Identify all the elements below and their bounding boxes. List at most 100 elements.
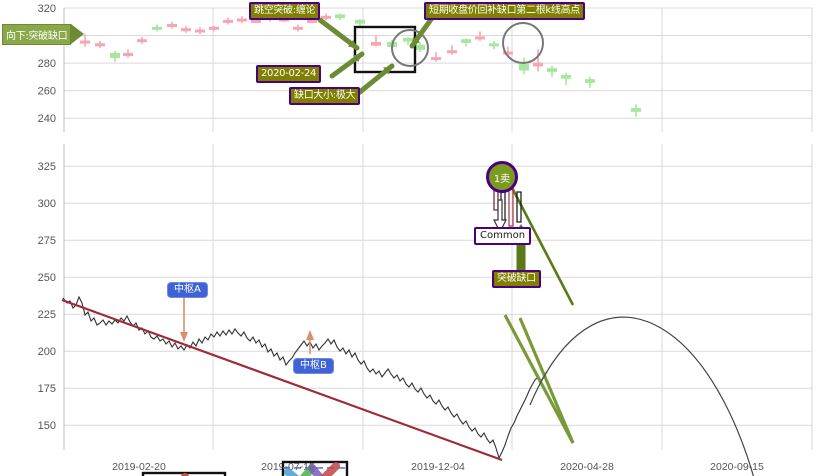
y-tick-label: 280 [38, 58, 56, 70]
y-tick-label: 320 [38, 3, 56, 15]
candle-body [293, 26, 303, 30]
candle [209, 25, 219, 32]
arrow-head-icon [71, 24, 85, 44]
down-breakout-gap-tag: 向下:突破缺口 [2, 23, 85, 45]
candle-body [223, 19, 233, 23]
mini-candle [508, 187, 514, 227]
candle [461, 38, 471, 47]
down-breakout-gap-text: 向下:突破缺口 [2, 23, 72, 45]
arrow-head-icon [348, 39, 357, 48]
arrow-head-icon [383, 66, 392, 75]
candle-body [415, 44, 425, 50]
down-channel-line [518, 317, 575, 444]
candle-body [489, 43, 499, 47]
price-chart-svg: 150 175 200 225 250 275 300 325 2019-02-20 2019-0… [38, 144, 813, 476]
chan-segment [308, 464, 324, 476]
candle [371, 35, 381, 47]
x-tick-label: 2019-07-15 [261, 461, 315, 473]
candle-body [137, 39, 147, 43]
price-line-panel: 150 175 200 225 250 275 300 325 2019-02-20 2019-0… [0, 140, 819, 476]
candle-body [475, 36, 485, 40]
candle [195, 27, 205, 35]
y-tick-label: 175 [38, 383, 56, 395]
candle [293, 24, 303, 32]
candle-body [209, 26, 219, 30]
candle [533, 49, 543, 72]
candle-body [431, 57, 441, 61]
chan-segment [284, 468, 300, 476]
down-channel-line [503, 314, 575, 444]
chan-segment [320, 462, 340, 476]
center-label-arrow-icon [306, 330, 314, 340]
arrow-head-icon [412, 37, 421, 46]
candle [585, 76, 595, 88]
candle [355, 19, 365, 26]
candle [335, 13, 345, 21]
candle [561, 72, 571, 86]
candle [321, 13, 331, 21]
candle-body [461, 39, 471, 43]
candle [403, 36, 413, 46]
candle [519, 57, 529, 75]
candle [631, 104, 641, 117]
candle-body [403, 37, 413, 42]
y-tick-label: 150 [38, 420, 56, 432]
arrow-head-icon [353, 54, 362, 63]
y-tick-label: 200 [38, 346, 56, 358]
candle-body [195, 29, 205, 33]
candle [431, 52, 441, 62]
gap-candlestick-panel: 240260280300320 向下:突破缺口 跳空突破:缠论 2020-02-… [0, 0, 819, 140]
candle-body [533, 62, 543, 67]
candle [503, 46, 513, 57]
common-label: Common [474, 227, 532, 245]
x-tick-label: 2019-12-04 [411, 461, 465, 473]
candle [167, 21, 177, 29]
candle [95, 41, 105, 48]
price-line [62, 295, 548, 460]
candle-body [307, 19, 317, 23]
candle [547, 65, 557, 77]
candle-body [447, 50, 457, 54]
short-term-close-label: 短期收盘价回补缺口第二根k线高点 [424, 2, 585, 20]
candle-body [503, 51, 513, 55]
uptrend-line [61, 298, 503, 462]
gap-date-arrow [329, 51, 365, 79]
gap-highlight-circle [391, 29, 429, 67]
y-tick-label: 260 [38, 86, 56, 98]
gap-chart-svg: 240260280300320 [38, 3, 813, 132]
candle [137, 36, 147, 44]
first-sell-point-badge: 1卖 [486, 161, 518, 193]
y-tick-label: 225 [38, 309, 56, 321]
candle [447, 45, 457, 55]
gap-size-label: 缺口大小:极大 [289, 87, 361, 105]
candle [223, 17, 233, 25]
candle-body [561, 75, 571, 79]
center-a-label: 中枢A [167, 282, 208, 298]
candle-body [321, 15, 331, 19]
down-channel-line [506, 179, 575, 306]
candle-body [585, 79, 595, 83]
candle-body [251, 19, 261, 23]
short-term-close-arrow [409, 15, 435, 49]
gap-date-label: 2020-02-24 [256, 65, 322, 83]
center-b-label: 中枢B [293, 358, 334, 374]
x-tick-label: 2019-02-20 [112, 461, 166, 473]
candle-body [371, 41, 381, 46]
candle-body [237, 18, 247, 22]
candle-body [181, 28, 191, 32]
candle-body [519, 63, 529, 71]
candle-body [547, 68, 557, 72]
mini-candle [516, 191, 522, 223]
candle-body [355, 19, 365, 24]
y-tick-label: 300 [38, 198, 56, 210]
candle-body [110, 52, 120, 59]
forecast-arc [529, 316, 754, 476]
candle [110, 50, 120, 62]
candle-body [152, 26, 162, 30]
candle [415, 42, 425, 53]
x-tick-label: 2020-09-15 [710, 461, 764, 473]
candle [152, 24, 162, 32]
gap-breakout-arrow [317, 17, 360, 51]
center-box [141, 471, 227, 476]
